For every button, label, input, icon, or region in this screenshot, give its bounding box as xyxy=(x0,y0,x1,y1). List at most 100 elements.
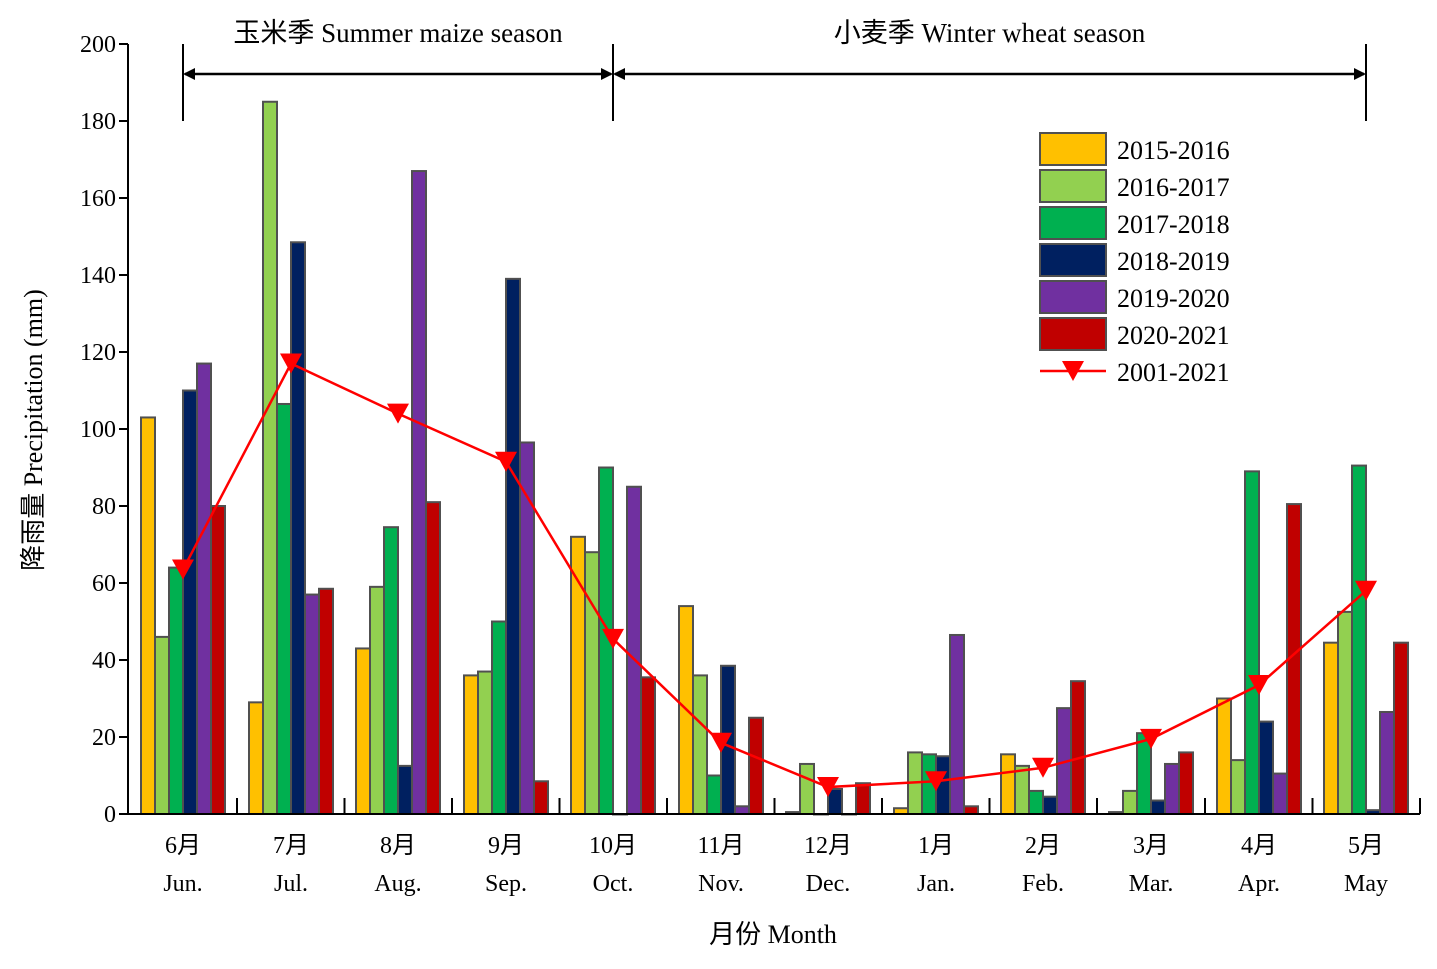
bar-2020-2021-dec xyxy=(855,782,871,816)
bar-2020-2021-aug xyxy=(425,501,441,815)
bar-2018-2019-apr xyxy=(1258,720,1274,815)
x-tick-label-cn-11: 5月 xyxy=(1348,833,1384,859)
x-tick-label-en-4: Oct. xyxy=(593,871,634,897)
bar-2016-2017-mar xyxy=(1122,789,1138,816)
legend-label-2018-2019: 2018-2019 xyxy=(1117,247,1230,276)
bar-2018-2019-sep xyxy=(505,277,521,816)
y-tick-label-80: 80 xyxy=(92,494,116,520)
bar-2015-2016-feb xyxy=(1000,753,1016,816)
bar-2016-2017-sep xyxy=(477,670,493,815)
x-tick-label-cn-10: 4月 xyxy=(1241,833,1277,859)
average-line xyxy=(181,361,1367,789)
average-marker-jan xyxy=(925,771,947,792)
x-tick-label-en-11: May xyxy=(1344,871,1388,897)
bar-2018-2019-aug xyxy=(397,764,413,815)
bar-2020-2021-may xyxy=(1393,641,1409,815)
average-marker-sep xyxy=(495,451,517,472)
x-tick-label-cn-7: 1月 xyxy=(918,833,954,859)
y-tick-label-0: 0 xyxy=(104,802,116,828)
bar-2017-2018-apr xyxy=(1244,470,1260,815)
legend-swatch-2017-2018 xyxy=(1039,206,1107,240)
bar-2015-2016-apr xyxy=(1216,697,1232,815)
legend-swatch-2019-2020 xyxy=(1039,280,1107,314)
average-marker-aug xyxy=(387,403,409,424)
y-tick-label-120: 120 xyxy=(80,340,116,366)
x-tick-label-cn-0: 6月 xyxy=(165,833,201,859)
bar-2020-2021-mar xyxy=(1178,751,1194,816)
x-tick-label-en-9: Mar. xyxy=(1129,871,1174,897)
y-tick-label-160: 160 xyxy=(80,186,116,212)
average-line-series xyxy=(172,353,1377,798)
legend-marker-2001-2021 xyxy=(1062,361,1084,381)
x-tick-label-cn-5: 11月 xyxy=(697,833,744,859)
x-tick-label-en-7: Jan. xyxy=(917,871,955,897)
series-2020-2021 xyxy=(210,501,1409,816)
average-marker-jun xyxy=(172,559,194,580)
bar-2016-2017-jun xyxy=(154,635,170,816)
bar-2019-2020-jan xyxy=(949,633,965,815)
legend-label-2017-2018: 2017-2018 xyxy=(1117,210,1230,239)
x-tick-label-cn-3: 9月 xyxy=(488,833,524,859)
bar-2015-2016-oct xyxy=(570,535,586,815)
bar-2017-2018-aug xyxy=(383,526,399,815)
average-marker-may xyxy=(1355,580,1377,601)
bar-2015-2016-aug xyxy=(355,647,371,816)
bar-2019-2020-jul xyxy=(304,593,320,815)
legend-label-2001-2021: 2001-2021 xyxy=(1117,358,1230,387)
y-tick-label-100: 100 xyxy=(80,417,116,443)
axes: 0 20 40 60 80 100 120 140 160 180 200 6月 Jun. 7月 Jul. 8… xyxy=(80,32,1421,897)
bar-2020-2021-jun xyxy=(210,505,226,815)
bar-2015-2016-may xyxy=(1323,641,1339,815)
bar-2018-2019-mar xyxy=(1150,799,1166,816)
average-marker-feb xyxy=(1032,757,1054,778)
legend: 2015-2016 2016-2017 2017-2018 2018-2019 2019… xyxy=(1039,132,1230,387)
bar-2020-2021-sep xyxy=(533,780,549,816)
bar-2019-2020-aug xyxy=(411,170,427,816)
bar-2018-2019-jul xyxy=(290,241,306,815)
x-axis-title: 月份 Month xyxy=(709,920,837,949)
average-marker-apr xyxy=(1248,675,1270,696)
bar-series-group xyxy=(140,100,1409,816)
bar-2019-2020-oct xyxy=(626,485,642,815)
y-tick-label-180: 180 xyxy=(80,109,116,135)
y-tick-label-140: 140 xyxy=(80,263,116,289)
bar-2016-2017-dec xyxy=(799,762,815,816)
bar-2016-2017-jul xyxy=(262,100,278,815)
bar-2016-2017-oct xyxy=(584,551,600,815)
legend-label-2015-2016: 2015-2016 xyxy=(1117,136,1230,165)
x-tick-label-cn-2: 8月 xyxy=(380,833,416,859)
legend-swatch-2020-2021 xyxy=(1039,317,1107,351)
series-2019-2020 xyxy=(196,170,1395,816)
x-tick-label-cn-6: 12月 xyxy=(804,833,852,859)
x-tick-label-en-6: Dec. xyxy=(806,871,851,897)
bar-2015-2016-sep xyxy=(463,674,479,816)
x-tick-label-cn-9: 3月 xyxy=(1133,833,1169,859)
legend-swatch-2015-2016 xyxy=(1039,132,1107,166)
bar-2020-2021-feb xyxy=(1070,680,1086,815)
x-tick-label-en-3: Sep. xyxy=(485,871,527,897)
y-tick-label-20: 20 xyxy=(92,725,116,751)
bar-2016-2017-nov xyxy=(692,674,708,816)
average-marker-mar xyxy=(1140,728,1162,749)
x-tick-label-cn-1: 7月 xyxy=(273,833,309,859)
season-annotations: 玉米季 Summer maize season 小麦季 Winter wheat… xyxy=(182,18,1367,121)
season-label-winter-wheat: 小麦季 Winter wheat season xyxy=(834,18,1146,48)
bar-2020-2021-jan xyxy=(963,805,979,815)
legend-label-2016-2017: 2016-2017 xyxy=(1117,173,1230,202)
bar-2018-2019-jun xyxy=(182,389,198,815)
legend-swatch-2018-2019 xyxy=(1039,243,1107,277)
x-tick-label-en-0: Jun. xyxy=(163,871,202,897)
average-marker-dec xyxy=(817,777,839,798)
bar-2018-2019-feb xyxy=(1042,795,1058,815)
y-tick-label-60: 60 xyxy=(92,571,116,597)
bar-2016-2017-aug xyxy=(369,585,385,815)
bar-2016-2017-feb xyxy=(1014,764,1030,815)
legend-label-2019-2020: 2019-2020 xyxy=(1117,284,1230,313)
bar-2019-2020-nov xyxy=(734,805,750,815)
x-tick-label-cn-4: 10月 xyxy=(589,833,637,859)
bar-2017-2018-jul xyxy=(276,402,292,815)
bar-2017-2018-may xyxy=(1351,464,1367,815)
bar-2015-2016-jun xyxy=(140,416,156,815)
season-label-summer-maize: 玉米季 Summer maize season xyxy=(233,18,563,48)
y-axis-title: 降雨量 Precipitation (mm) xyxy=(19,289,48,571)
